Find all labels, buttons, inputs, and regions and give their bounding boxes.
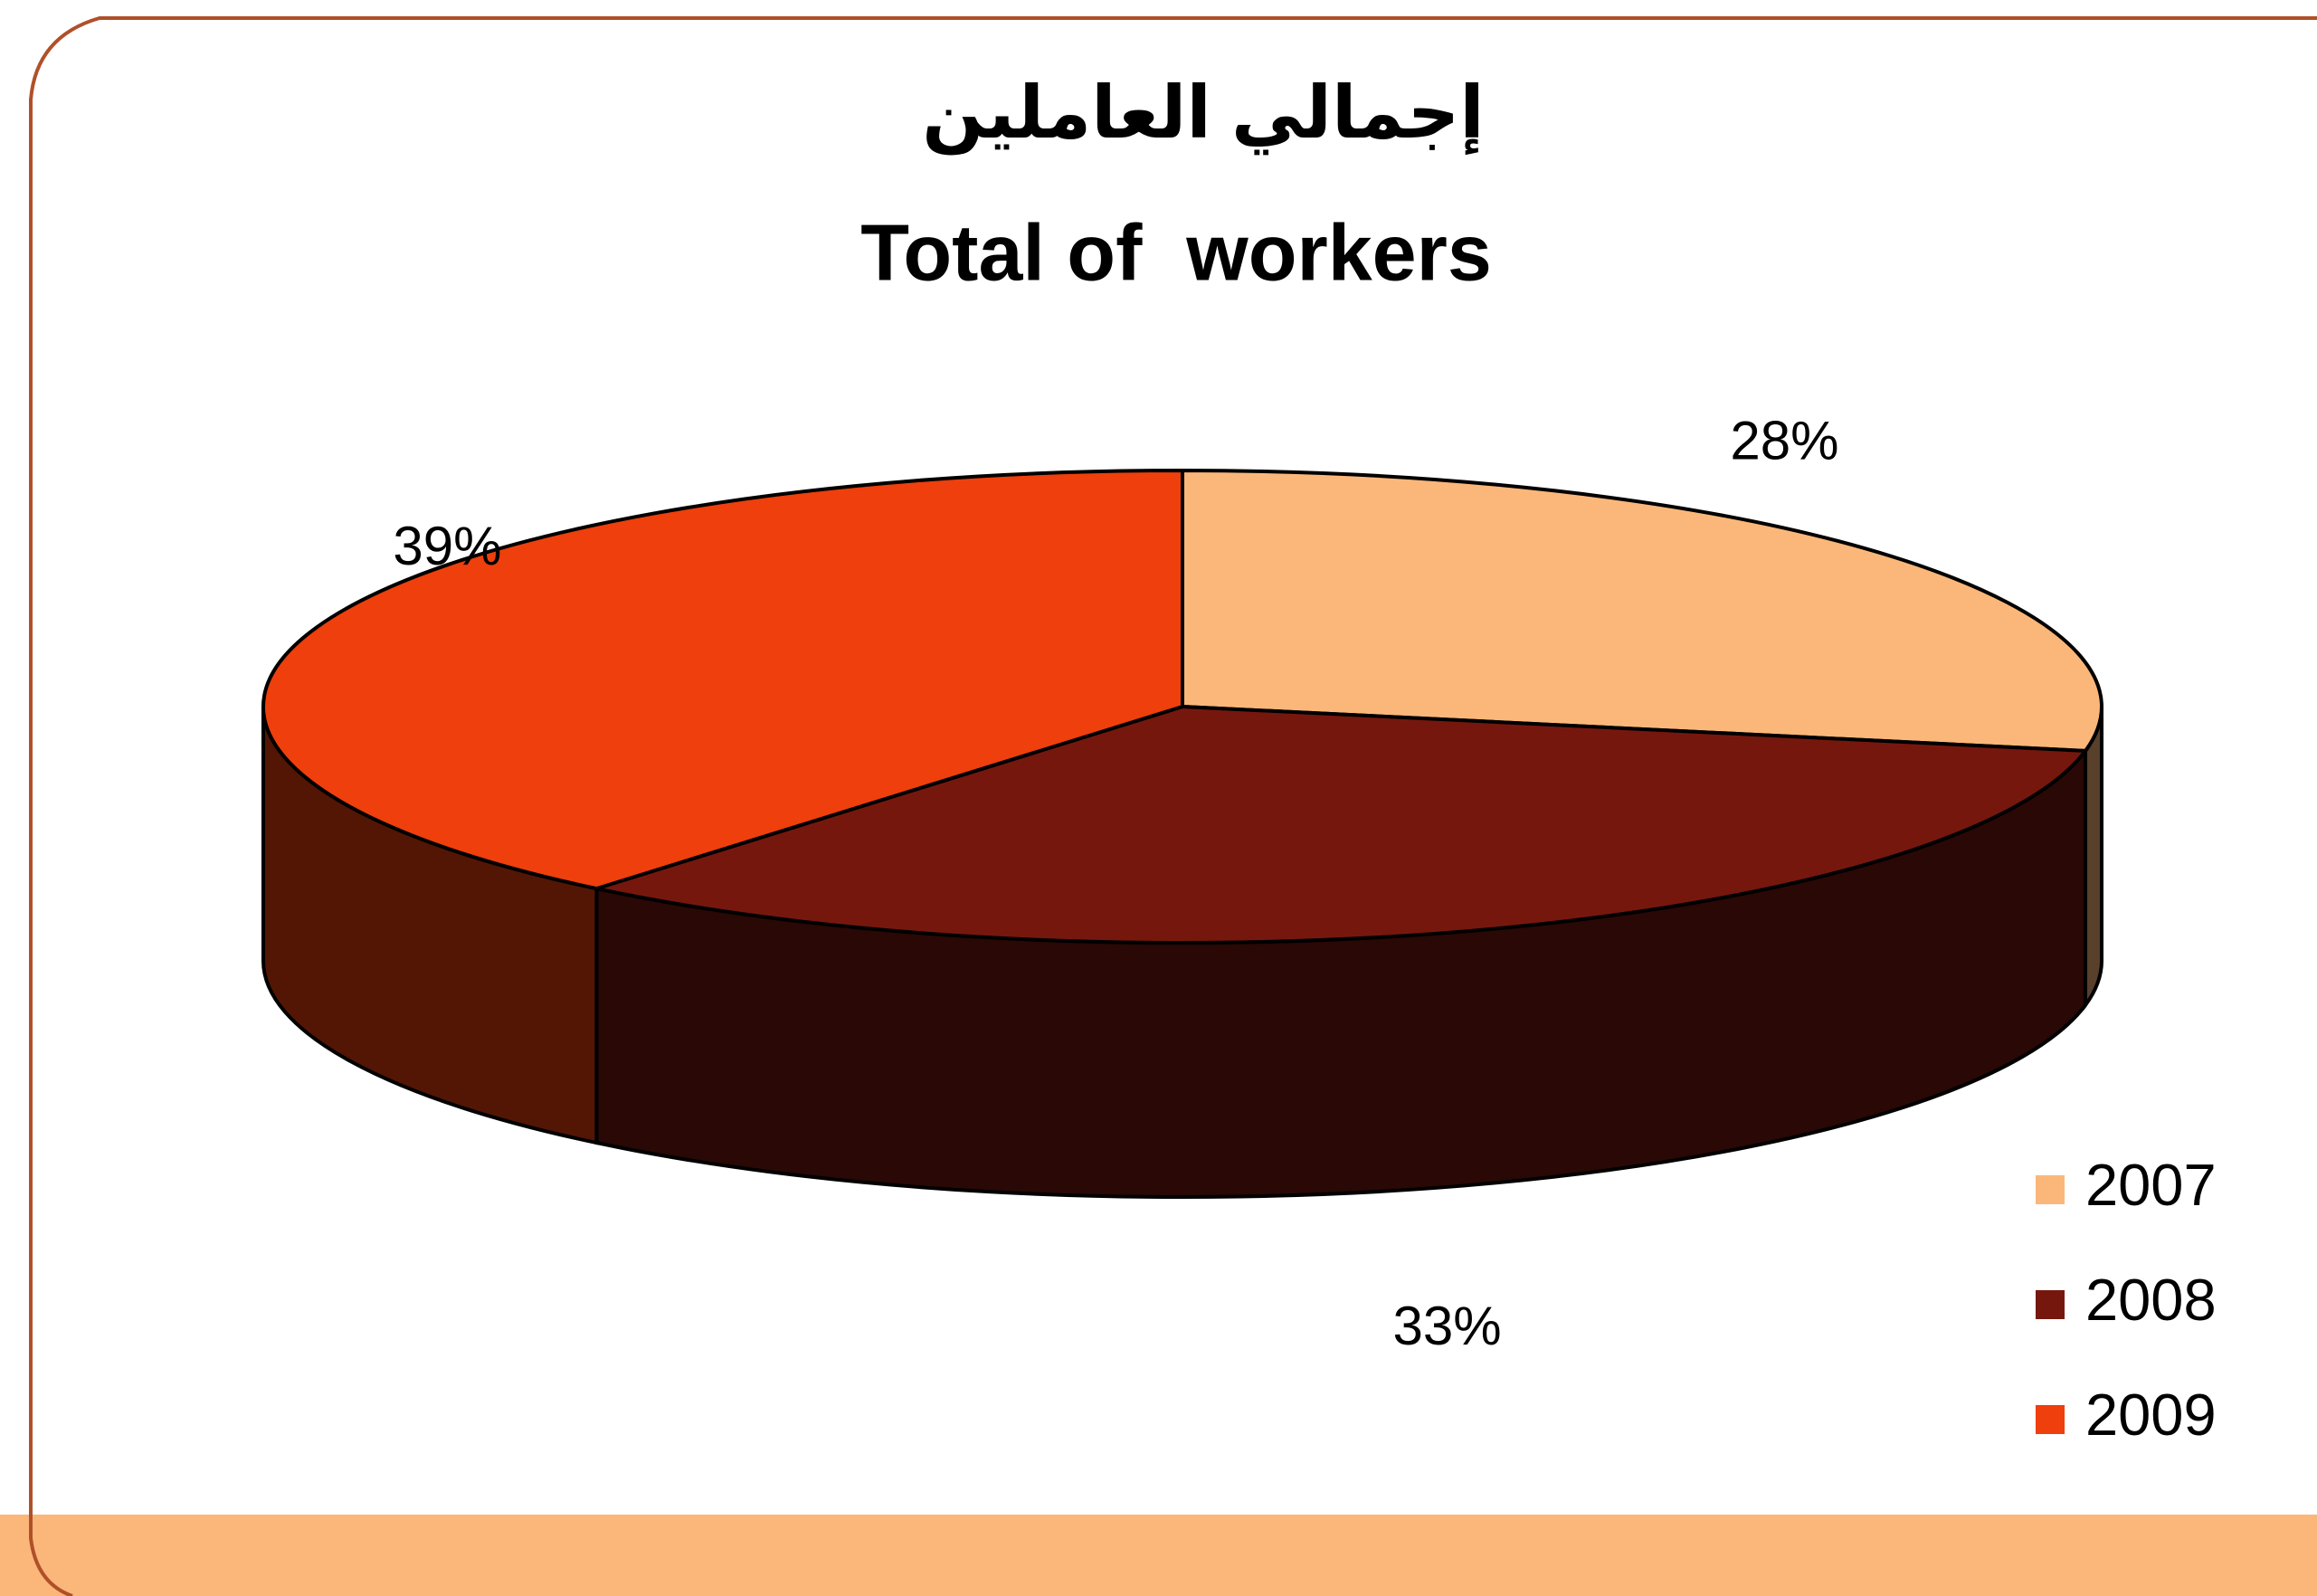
data-label: 28%: [1730, 410, 1838, 470]
slice-side: [2084, 706, 2103, 1011]
data-label: 39%: [393, 516, 501, 576]
data-label: 33%: [1392, 1296, 1501, 1356]
legend-swatch: [2036, 1405, 2065, 1434]
chart-subtitle: Total of workers: [860, 207, 1492, 297]
slice: [261, 468, 1184, 891]
slice: [1181, 468, 2103, 753]
legend-label: 2008: [2085, 1267, 2217, 1333]
frame: [29, 16, 2317, 1596]
slice: [589, 704, 2089, 945]
legend-swatch: [2036, 1290, 2065, 1319]
legend-label: 2007: [2085, 1152, 2217, 1218]
legend-swatch: [2036, 1175, 2065, 1204]
legend-label: 2009: [2085, 1382, 2217, 1448]
footer-band: [0, 1515, 2317, 1596]
chart-title: إجمالي العاملين: [922, 72, 1484, 156]
